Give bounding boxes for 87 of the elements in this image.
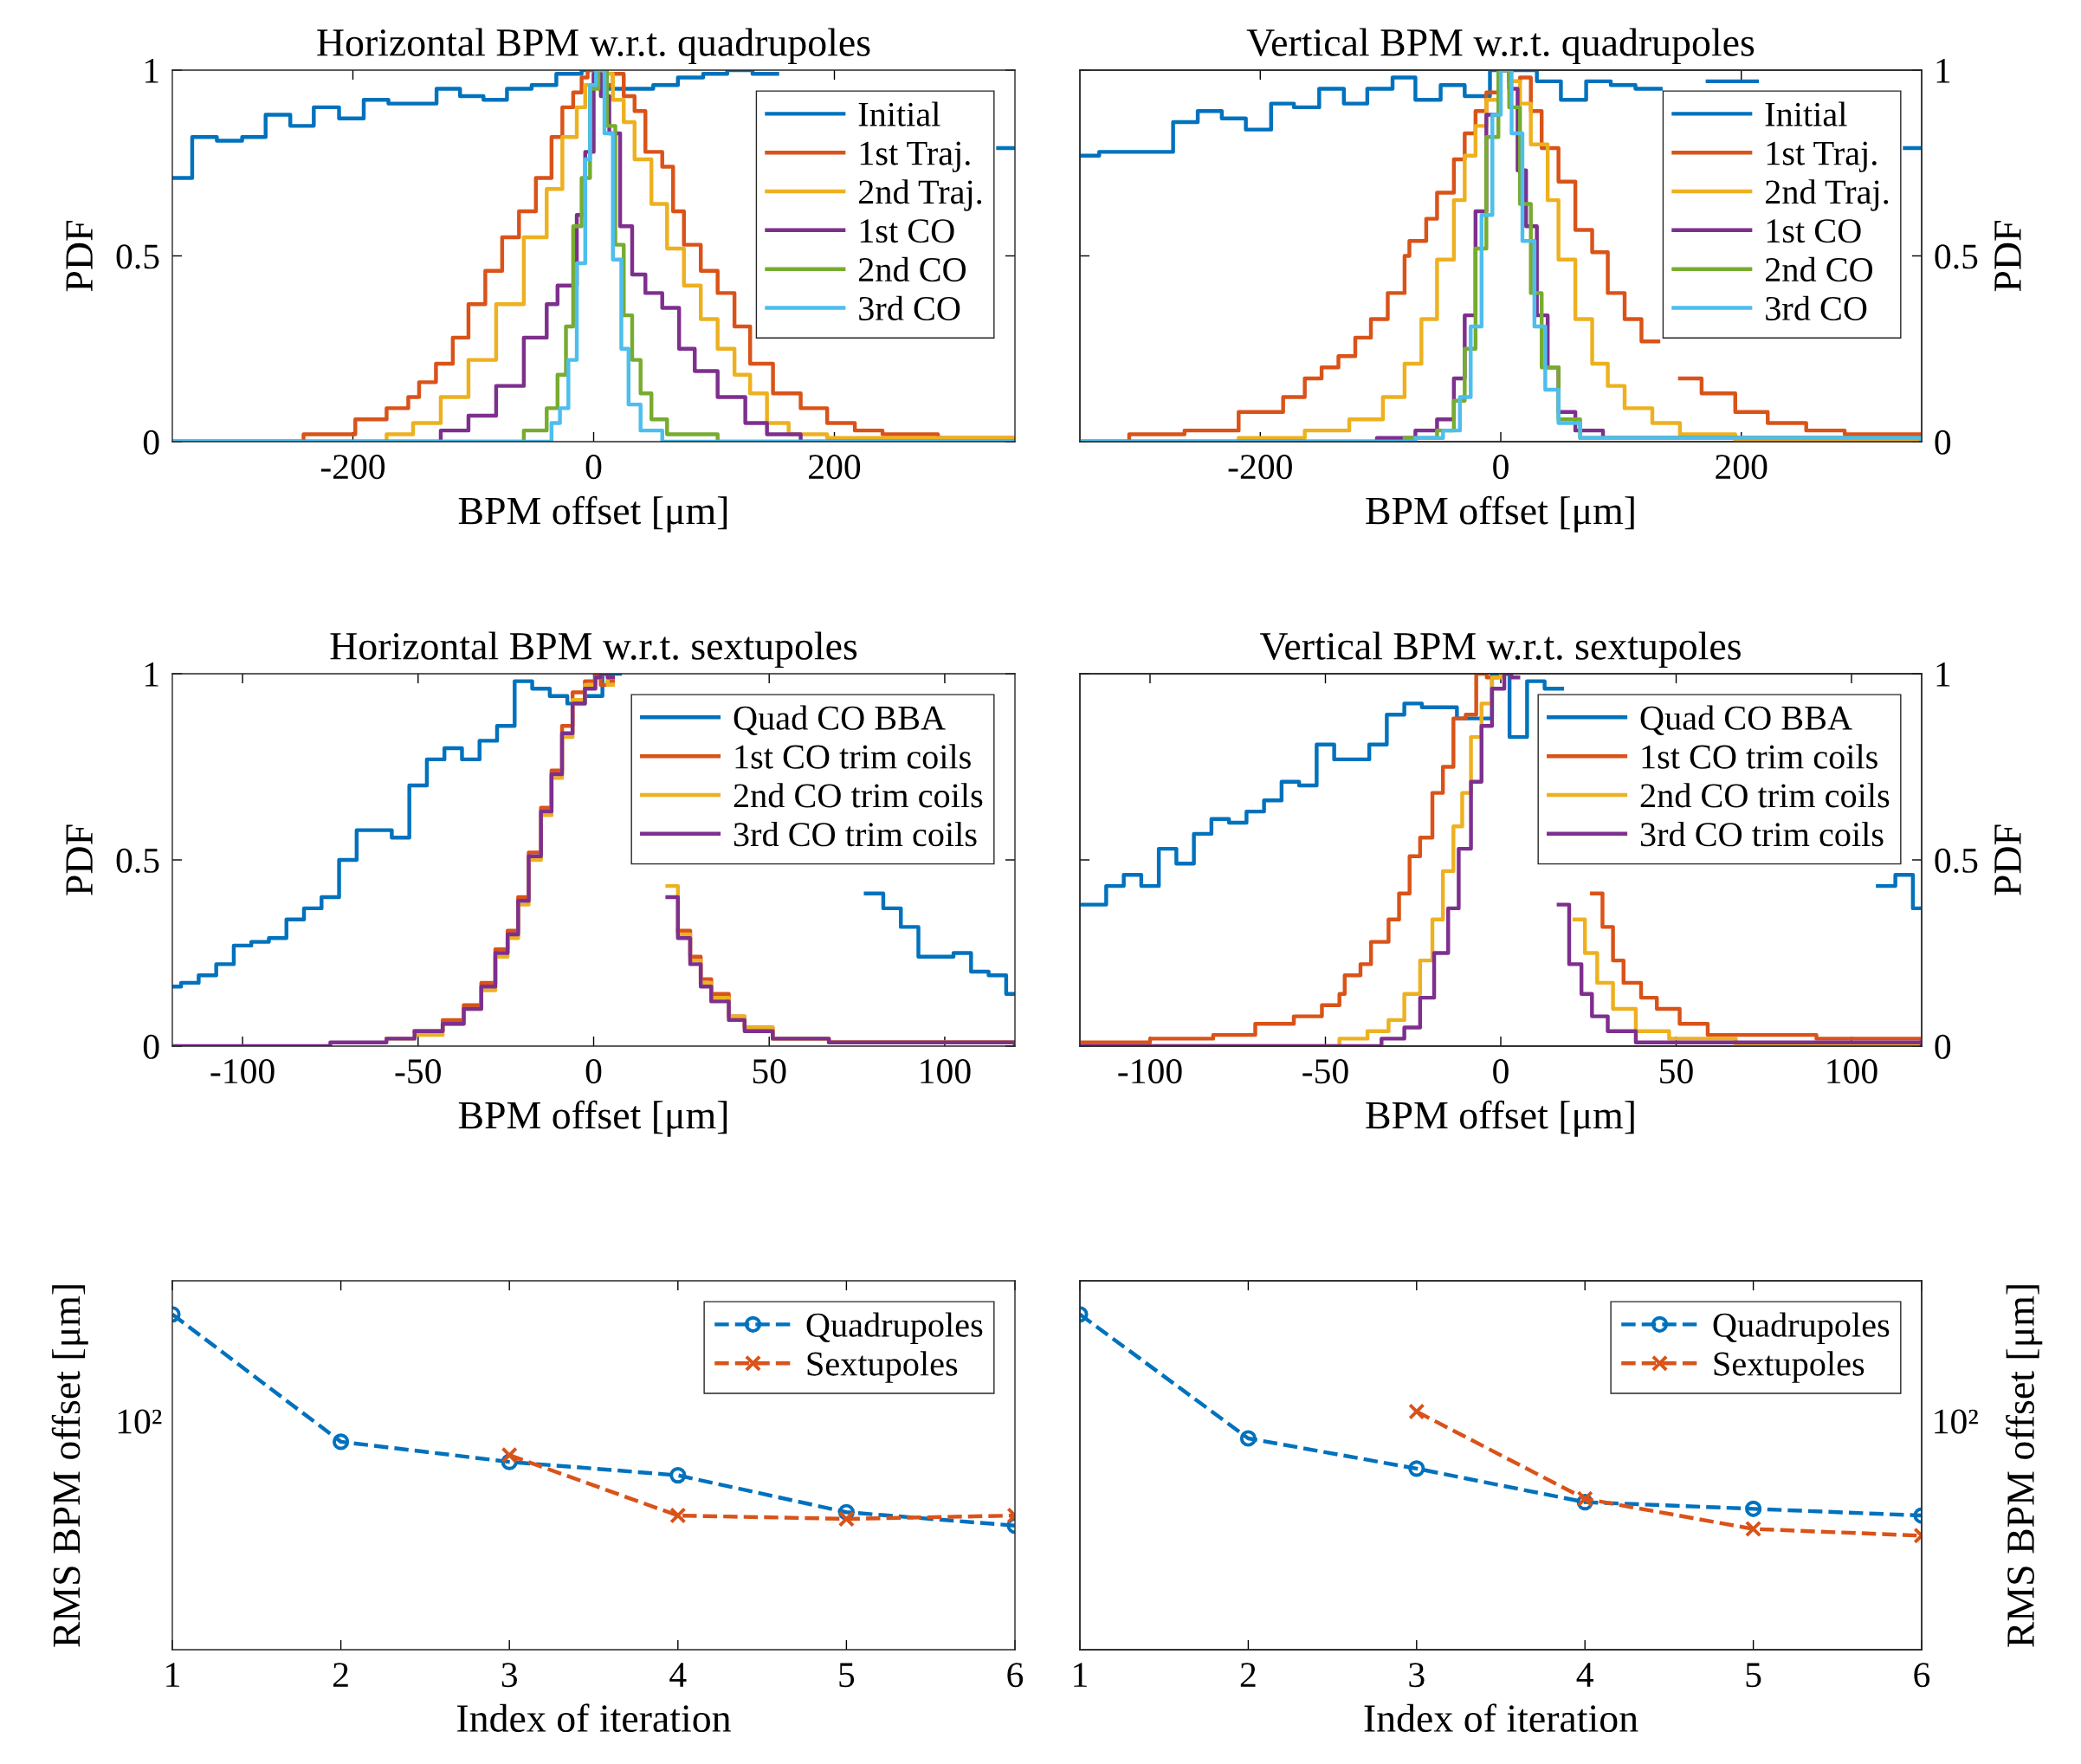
y-axis-title: PDF	[66, 824, 93, 895]
x-axis-title: Index of iteration	[1364, 1703, 1638, 1733]
x-tick-label: 2	[1240, 1663, 1256, 1687]
x-tick-label: -100	[1118, 1059, 1182, 1084]
x-tick-label: 6	[1007, 1663, 1024, 1688]
point	[669, 1507, 687, 1524]
point	[501, 1446, 518, 1464]
legend-label: Initial	[1765, 101, 1847, 126]
y2-axis-title: PDF	[1994, 824, 2021, 895]
x-tick-label: -50	[395, 1059, 441, 1084]
x-tick-label: -100	[210, 1059, 275, 1084]
chart-title: Horizontal BPM w.r.t. quadrupoles	[317, 28, 870, 65]
x-tick-label: 50	[753, 1059, 786, 1084]
legend-label: 3rd CO	[859, 295, 960, 320]
legend-label: 2nd CO	[1766, 256, 1873, 282]
legend-label: 2nd Traj.	[1766, 179, 1889, 211]
x-tick-label: 200	[809, 455, 861, 480]
text: 10²	[118, 1409, 162, 1434]
legend-label: 2nd CO trim coils	[1640, 783, 1890, 808]
x-tick-label: -200	[1228, 455, 1292, 480]
x-tick-label: 3	[1409, 1663, 1425, 1688]
y-tick-label: 0.5	[116, 848, 159, 874]
y-tick-label: 1	[145, 58, 158, 83]
y2-tick-label: 1	[1936, 662, 1950, 687]
y2-tick-label: 0	[1935, 1034, 1951, 1059]
legend-label: 1st CO trim coils	[735, 744, 971, 769]
y-tick-label: 0	[143, 430, 159, 455]
point	[1408, 1460, 1425, 1477]
point	[669, 1467, 687, 1484]
legend-label: 3rd CO trim coils	[734, 821, 977, 847]
legend-label: 1st CO	[1767, 219, 1861, 243]
chart-title: Vertical BPM w.r.t. sextupoles	[1259, 631, 1741, 669]
x-axis-title: BPM offset [μm]	[458, 495, 727, 533]
legend-label: 1st CO trim coils	[1642, 744, 1877, 769]
x-tick-label: 5	[1746, 1663, 1761, 1688]
legend-label: Quad CO BBA	[734, 705, 946, 735]
x-tick-label: 2	[333, 1663, 348, 1687]
legend-label: 2nd Traj.	[859, 179, 982, 211]
x-tick-label: 3	[501, 1663, 517, 1688]
x-tick-label: 6	[1914, 1663, 1930, 1688]
y2-tick-label: 1	[1936, 58, 1950, 83]
y2-tick-label: 0.5	[1935, 848, 1978, 874]
x-tick-label: -200	[320, 455, 385, 480]
legend-label: 1st Traj.	[1767, 141, 1877, 172]
y2-tick-label: 0	[1935, 430, 1951, 455]
legend-label: Quadrupoles	[1713, 1312, 1890, 1345]
legend-label: 3rd CO	[1766, 295, 1867, 320]
legend-label: 1st Traj.	[860, 141, 970, 172]
x-tick-label: 100	[921, 1059, 971, 1084]
legend-label: 2nd CO	[859, 256, 966, 282]
x-tick-label: 0	[1493, 455, 1509, 480]
text: 10²	[1935, 1409, 1978, 1434]
x-tick-label: 50	[1660, 1059, 1693, 1084]
x-tick-label: 200	[1716, 455, 1768, 480]
legend-label: Quadrupoles	[806, 1312, 983, 1345]
x-axis-title: Index of iteration	[457, 1703, 731, 1733]
legend-label: 3rd CO trim coils	[1640, 821, 1884, 847]
y2-axis-title: PDF	[1994, 221, 2021, 292]
point	[1408, 1403, 1425, 1420]
legend-label: 1st CO	[860, 219, 954, 243]
y-tick-label: 0	[143, 1034, 159, 1059]
y-tick-label: 1	[145, 662, 158, 687]
y-axis-title: PDF	[66, 221, 93, 292]
x-tick-label: 0	[585, 455, 602, 480]
legend-label: Quad CO BBA	[1640, 705, 1852, 735]
chart-title: Vertical BPM w.r.t. quadrupoles	[1246, 28, 1755, 65]
y-axis-title: RMS BPM offset [μm]	[51, 1285, 88, 1647]
legend-label: Sextupoles	[1714, 1351, 1864, 1383]
chart-title: Horizontal BPM w.r.t. sextupoles	[330, 631, 857, 669]
x-tick-label: 4	[669, 1663, 687, 1687]
x-tick-label: 1	[166, 1663, 179, 1687]
x-tick-label: 0	[585, 1059, 602, 1084]
x-axis-title: BPM offset [μm]	[1366, 1100, 1634, 1137]
legend-label: Sextupoles	[807, 1351, 958, 1383]
x-tick-label: 100	[1827, 1059, 1877, 1084]
x-axis-title: BPM offset [μm]	[458, 1100, 727, 1137]
legend-label: Initial	[858, 101, 940, 126]
x-tick-label: -50	[1302, 1059, 1348, 1084]
x-axis-title: BPM offset [μm]	[1366, 495, 1634, 533]
x-tick-label: 4	[1576, 1663, 1593, 1687]
y2-tick-label: 0.5	[1935, 244, 1978, 269]
x-tick-label: 5	[839, 1663, 855, 1688]
y-tick-label: 0.5	[116, 244, 159, 269]
legend-label: 2nd CO trim coils	[734, 783, 983, 808]
y2-axis-title: RMS BPM offset [μm]	[2006, 1285, 2043, 1647]
x-tick-label: 0	[1493, 1059, 1509, 1084]
x-tick-label: 1	[1074, 1663, 1087, 1687]
